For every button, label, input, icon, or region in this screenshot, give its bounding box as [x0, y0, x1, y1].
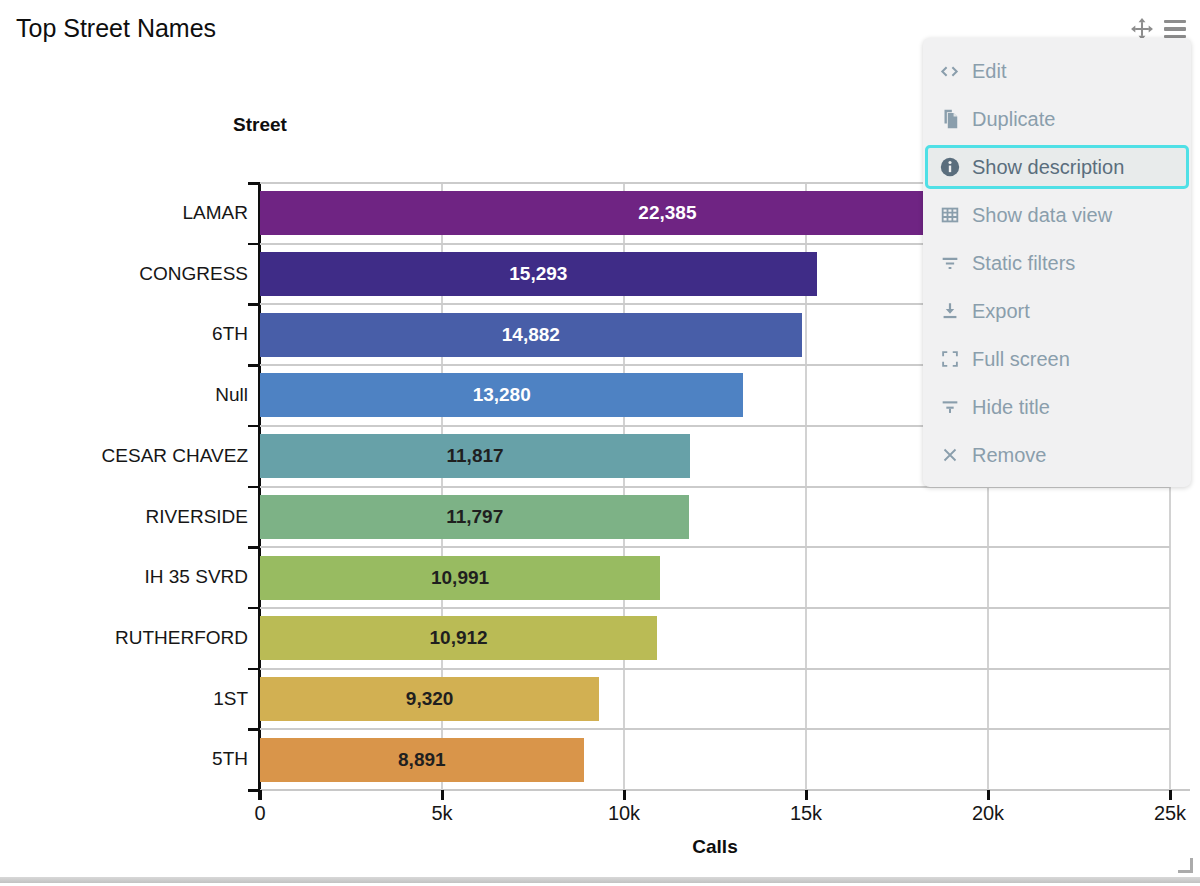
- menu-item-label: Static filters: [972, 252, 1075, 275]
- y-axis-title: Street: [175, 114, 345, 136]
- gridline-horizontal: [260, 607, 1170, 609]
- bar-value-label: 8,891: [398, 749, 446, 771]
- bar[interactable]: 13,280: [260, 373, 743, 417]
- x-axis-tick: [805, 790, 808, 800]
- menu-item-remove[interactable]: Remove: [923, 431, 1191, 479]
- y-axis-category-label: CONGRESS: [0, 244, 248, 305]
- code-icon: [938, 60, 961, 83]
- bar[interactable]: 11,817: [260, 434, 690, 478]
- x-axis-tick: [623, 790, 626, 800]
- x-axis-tick: [987, 790, 990, 800]
- info-icon: [938, 156, 961, 179]
- download-icon: [938, 300, 961, 323]
- page-title: Top Street Names: [16, 14, 216, 43]
- bar[interactable]: 8,891: [260, 738, 584, 782]
- widget-bottom-border: [0, 877, 1200, 883]
- menu-item-full-screen[interactable]: Full screen: [923, 335, 1191, 383]
- gridline-horizontal: [260, 728, 1170, 730]
- y-axis-tick: [248, 364, 260, 367]
- y-axis-tick: [248, 425, 260, 428]
- menu-item-label: Duplicate: [972, 108, 1055, 131]
- hamburger-menu-icon[interactable]: [1162, 18, 1188, 40]
- bar[interactable]: 14,882: [260, 313, 802, 357]
- y-axis-tick: [248, 546, 260, 549]
- x-axis-tick-label: 0: [218, 802, 302, 825]
- gridline-horizontal: [260, 668, 1170, 670]
- x-axis-tick: [441, 790, 444, 800]
- y-axis-tick: [248, 486, 260, 489]
- y-axis-tick: [248, 607, 260, 610]
- y-axis-category-label: 5TH: [0, 729, 248, 790]
- y-axis-tick: [248, 303, 260, 306]
- x-axis-line: [260, 789, 1190, 791]
- bar-value-label: 9,320: [406, 688, 454, 710]
- bar[interactable]: 10,912: [260, 616, 657, 660]
- y-axis-category-label: RIVERSIDE: [0, 487, 248, 548]
- menu-item-hide-title[interactable]: Hide title: [923, 383, 1191, 431]
- chart-widget: Top Street Names Street Calls 22,385 15,2…: [0, 0, 1200, 886]
- menu-item-edit[interactable]: Edit: [923, 47, 1191, 95]
- resize-handle-icon[interactable]: [1178, 858, 1193, 873]
- y-axis-tick: [248, 668, 260, 671]
- x-axis-title: Calls: [615, 836, 815, 858]
- menu-item-label: Hide title: [972, 396, 1050, 419]
- x-axis-tick-label: 25k: [1128, 802, 1200, 825]
- menu-item-show-description[interactable]: Show description: [925, 145, 1189, 189]
- x-axis-tick-label: 10k: [582, 802, 666, 825]
- y-axis-tick: [248, 182, 260, 185]
- bar[interactable]: 15,293: [260, 252, 817, 296]
- duplicate-icon: [938, 108, 961, 131]
- bar-value-label: 10,991: [431, 567, 489, 589]
- menu-item-static-filters[interactable]: Static filters: [923, 239, 1191, 287]
- table-icon: [938, 204, 961, 227]
- menu-item-label: Full screen: [972, 348, 1070, 371]
- bar-value-label: 10,912: [430, 627, 488, 649]
- bar[interactable]: 11,797: [260, 495, 689, 539]
- bar-value-label: 11,797: [446, 506, 503, 528]
- bar-value-label: 14,882: [502, 324, 560, 346]
- widget-context-menu: Edit Duplicate Show description Show data v…: [923, 38, 1191, 487]
- menu-item-label: Show data view: [972, 204, 1112, 227]
- y-axis-tick: [248, 728, 260, 731]
- bar-value-label: 11,817: [447, 445, 504, 467]
- menu-item-duplicate[interactable]: Duplicate: [923, 95, 1191, 143]
- x-axis-tick: [1169, 790, 1172, 800]
- bar-value-label: 22,385: [638, 202, 696, 224]
- y-axis-category-label: RUTHERFORD: [0, 608, 248, 669]
- y-axis-category-label: CESAR CHAVEZ: [0, 426, 248, 487]
- menu-item-label: Edit: [972, 60, 1006, 83]
- filter-icon: [938, 252, 961, 275]
- menu-item-label: Show description: [972, 156, 1124, 179]
- y-axis-category-label: 1ST: [0, 669, 248, 730]
- menu-item-export[interactable]: Export: [923, 287, 1191, 335]
- x-axis-tick-label: 15k: [764, 802, 848, 825]
- bar-value-label: 13,280: [473, 384, 531, 406]
- gridline-horizontal: [260, 546, 1170, 548]
- bar-value-label: 15,293: [509, 263, 567, 285]
- x-axis-tick-label: 5k: [400, 802, 484, 825]
- menu-item-show-data-view[interactable]: Show data view: [923, 191, 1191, 239]
- y-axis-category-label: 6TH: [0, 304, 248, 365]
- remove-icon: [938, 444, 961, 467]
- bar[interactable]: 10,991: [260, 556, 660, 600]
- y-axis-category-label: LAMAR: [0, 183, 248, 244]
- menu-item-label: Remove: [972, 444, 1046, 467]
- bar[interactable]: 9,320: [260, 677, 599, 721]
- menu-item-label: Export: [972, 300, 1030, 323]
- x-axis-tick-label: 20k: [946, 802, 1030, 825]
- hide-title-icon: [938, 396, 961, 419]
- fullscreen-icon: [938, 348, 961, 371]
- y-axis-tick: [248, 243, 260, 246]
- y-axis-category-label: IH 35 SVRD: [0, 547, 248, 608]
- x-axis-tick: [259, 790, 262, 800]
- y-axis-category-label: Null: [0, 365, 248, 426]
